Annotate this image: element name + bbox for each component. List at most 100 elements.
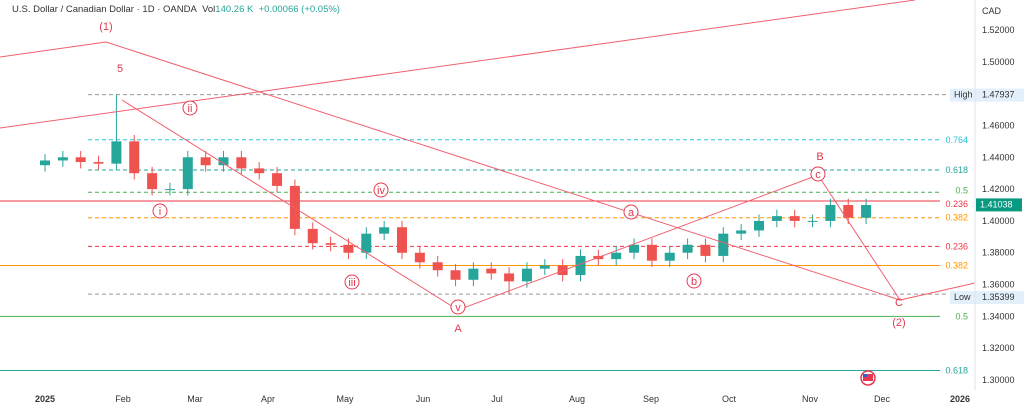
candle <box>539 265 550 269</box>
wave-label-circle <box>810 166 826 182</box>
wave-label: A <box>454 323 462 335</box>
wave-label-circle <box>182 100 198 116</box>
time-tick: Sep <box>643 394 659 404</box>
candle <box>361 233 372 253</box>
high-value: 1.47937 <box>982 90 1015 100</box>
fib-level-label: 0.236 <box>945 241 968 251</box>
chart-title: U.S. Dollar / Canadian Dollar · 1D · OAN… <box>12 4 340 15</box>
candle <box>771 216 782 221</box>
candle <box>57 157 68 161</box>
price-tick: 1.30000 <box>982 375 1015 385</box>
wave-label: c <box>815 169 821 181</box>
price-tick: 1.36000 <box>982 280 1015 290</box>
wave-label: v <box>455 302 461 314</box>
candle <box>182 157 193 190</box>
high-badge <box>950 88 1024 102</box>
currency-label: CAD <box>982 6 1002 16</box>
candle <box>111 141 122 164</box>
low-value: 1.35399 <box>982 292 1015 302</box>
candle <box>343 244 354 253</box>
candle <box>611 252 622 260</box>
time-tick: Nov <box>802 394 819 404</box>
wave-label: (1) <box>99 21 112 33</box>
candle <box>575 255 586 276</box>
wave-label: iii <box>348 277 355 289</box>
time-tick: 2026 <box>950 394 970 404</box>
time-tick: Apr <box>261 394 275 404</box>
candle <box>754 220 764 231</box>
fib-level-label: 0.764 <box>945 135 968 145</box>
wave-label-circle <box>373 182 389 198</box>
candle <box>218 157 229 166</box>
fib-level-label: 0.618 <box>945 165 968 175</box>
time-tick: Dec <box>874 394 891 404</box>
wave-label: i <box>159 206 161 218</box>
last-price-value: 1.41038 <box>980 199 1013 209</box>
price-tick: 1.32000 <box>982 343 1015 353</box>
wave-label: a <box>628 207 635 219</box>
time-tick: Jun <box>416 394 431 404</box>
candle <box>718 233 729 256</box>
fib-level-label: 0.5 <box>955 311 968 321</box>
fib-level-label: 0.382 <box>945 213 968 223</box>
price-axis[interactable]: 1.52000 1.50000 1.46000 1.44000 1.42000 1.400… <box>982 25 1015 385</box>
candle <box>629 244 640 253</box>
low-badge <box>950 291 1024 305</box>
candle <box>129 141 140 174</box>
candle <box>164 189 175 191</box>
price-tick: 1.50000 <box>982 57 1015 67</box>
candle <box>682 244 693 253</box>
candle <box>75 157 86 163</box>
candle <box>325 243 336 245</box>
wave-label: C <box>895 297 903 309</box>
candle <box>289 185 300 229</box>
vol-label: Vol <box>202 4 216 15</box>
candle <box>504 273 515 282</box>
time-tick: Mar <box>187 394 203 404</box>
wave-label-circle <box>344 274 360 290</box>
time-tick: 2025 <box>35 394 55 404</box>
time-axis[interactable]: 2025 Feb Mar Apr May Jun Jul Aug Sep Oct Nov Dec 202… <box>35 394 970 404</box>
wave-lines <box>0 0 976 311</box>
candle <box>700 244 711 256</box>
time-tick: Feb <box>115 394 131 404</box>
wave-label: B <box>816 151 823 163</box>
wave-label: b <box>691 276 697 288</box>
last-price-badge <box>976 198 1022 212</box>
fib-level-label: 0.382 <box>945 260 968 270</box>
fib-level-label: 0.236 <box>945 199 968 209</box>
us-flag-event-icon[interactable] <box>860 370 876 386</box>
fib-level-label: 0.5 <box>955 185 968 195</box>
time-tick: Oct <box>722 394 737 404</box>
candle <box>93 162 104 164</box>
candle <box>825 205 836 221</box>
price-tick: 1.52000 <box>982 25 1015 35</box>
price-tick: 1.34000 <box>982 311 1015 321</box>
wave-label-circle <box>152 203 168 219</box>
candle <box>200 157 211 166</box>
candle <box>414 252 425 263</box>
candle <box>432 262 443 271</box>
candle <box>736 230 747 234</box>
wave-label-circle <box>686 273 702 289</box>
price-tick: 1.44000 <box>982 152 1015 162</box>
candle <box>450 270 461 280</box>
vol-value: 140.26 K <box>215 4 254 15</box>
candle <box>236 157 247 169</box>
candle <box>307 228 318 244</box>
fib-level-label: 0.618 <box>945 365 968 375</box>
candle <box>40 160 50 166</box>
candle <box>861 205 872 218</box>
price-tick: 1.40000 <box>982 216 1015 226</box>
candle <box>646 244 657 261</box>
wave-label: ii <box>188 103 193 115</box>
wave-label: 5 <box>117 63 123 75</box>
time-tick: Aug <box>569 394 585 404</box>
wave-label-circle <box>623 204 639 220</box>
candle <box>486 268 497 274</box>
candle <box>397 227 407 253</box>
candle <box>468 268 479 280</box>
low-label: Low <box>954 292 971 302</box>
price-change: +0.00066 (+0.05%) <box>258 4 340 15</box>
